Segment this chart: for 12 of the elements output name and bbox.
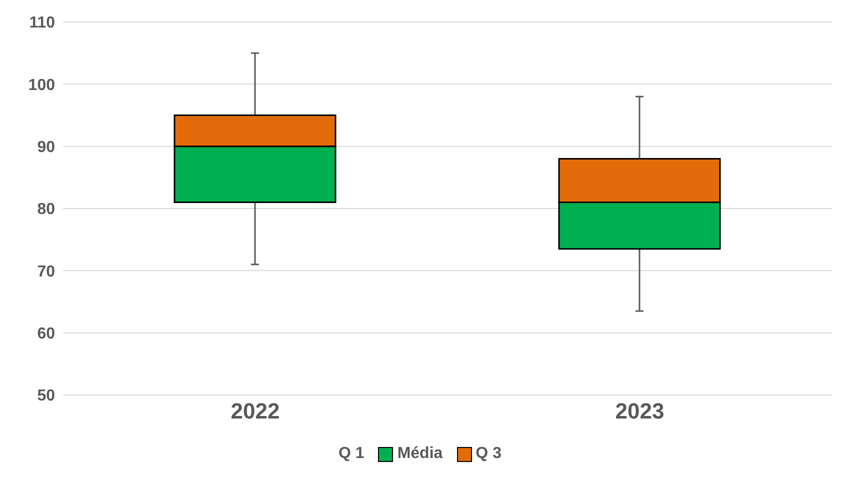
legend-label: Q 3 — [476, 445, 502, 463]
text: Q 1 — [338, 445, 364, 463]
y-tick-label: 110 — [29, 14, 56, 32]
y-tick-label: 90 — [37, 139, 56, 156]
x-tick-label: 2022 — [230, 398, 280, 424]
legend-label: Média — [397, 445, 443, 463]
y-tick-label: 60 — [37, 326, 56, 343]
y-tick-label: 70 — [37, 263, 56, 280]
y-tick-label: 80 — [37, 201, 56, 218]
x-tick-label: 2023 — [615, 398, 664, 424]
y-tick-label: 100 — [28, 76, 56, 94]
y-tick-label: 50 — [37, 388, 56, 405]
